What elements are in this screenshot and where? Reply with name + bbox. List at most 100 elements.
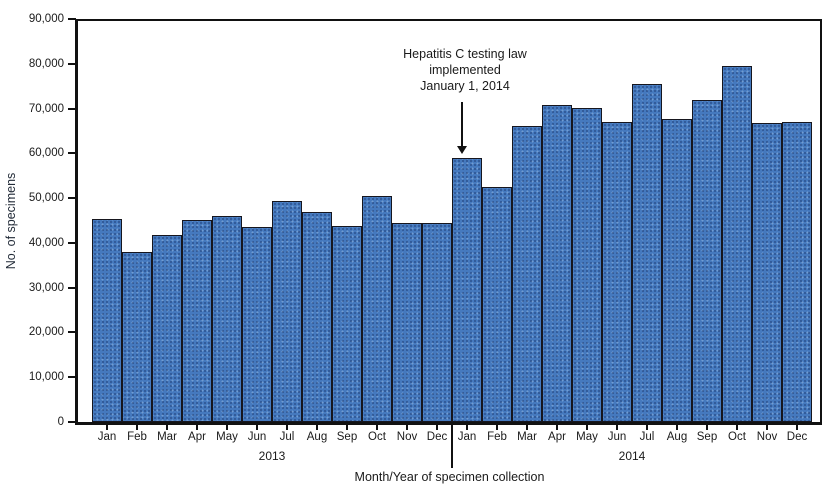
month-label: Feb [127, 431, 147, 443]
bar-jan-2013 [92, 219, 122, 422]
y-axis-tick-label: 30,000 [28, 281, 64, 294]
y-axis-tick-label: 80,000 [28, 57, 64, 70]
y-axis-tick-label: 20,000 [28, 326, 64, 339]
y-axis-tick-label: 40,000 [28, 236, 64, 249]
y-axis-tick-label: 60,000 [28, 147, 64, 160]
annotation-line-3: January 1, 2014 [420, 79, 510, 93]
bar-feb-2014 [482, 187, 512, 422]
year-divider-line [451, 425, 453, 468]
month-label: Oct [368, 431, 386, 443]
month-label: Aug [306, 431, 328, 443]
month-label: May [216, 431, 238, 443]
bar-apr-2014 [542, 104, 572, 422]
month-label: Sep [696, 431, 718, 443]
month-label: Jan [97, 431, 117, 443]
month-label: Jul [279, 431, 295, 443]
bar-nov-2013 [392, 223, 422, 422]
month-label: Nov [756, 431, 778, 443]
month-label: Sep [336, 431, 358, 443]
x-axis-tick [466, 425, 468, 430]
bar-feb-2013 [122, 252, 152, 422]
y-axis-tick [68, 421, 76, 423]
x-axis-tick [706, 425, 708, 430]
bar-dec-2013 [422, 222, 452, 422]
month-label: Jun [607, 431, 627, 443]
month-label: Dec [786, 431, 808, 443]
month-label: Jun [247, 431, 267, 443]
x-axis-tick [766, 425, 768, 430]
x-axis-tick [436, 425, 438, 430]
bar-aug-2013 [302, 212, 332, 422]
month-label: Dec [426, 431, 448, 443]
x-axis-tick [526, 425, 528, 430]
annotation-line-2: implemented [429, 63, 501, 77]
bar-nov-2014 [752, 123, 782, 422]
bar-apr-2013 [182, 219, 212, 422]
annotation-arrow-head-icon [457, 146, 467, 154]
annotation-arrow-shaft [461, 102, 463, 147]
x-axis-tick [796, 425, 798, 430]
x-axis-tick [286, 425, 288, 430]
y-axis-tick [68, 107, 76, 110]
x-axis-tick [226, 425, 228, 430]
y-axis-line [75, 19, 78, 425]
month-label: Apr [548, 431, 566, 443]
y-axis-tick [68, 286, 76, 289]
y-axis-tick-label: 0 [57, 416, 64, 428]
month-label: May [576, 431, 598, 443]
bar-jul-2014 [632, 83, 662, 422]
x-axis-tick [736, 425, 738, 430]
month-label: Mar [517, 431, 537, 443]
annotation: Hepatitis C testing law implemented Janu… [335, 46, 595, 94]
bar-oct-2014 [722, 66, 752, 422]
year-label-2013: 2013 [258, 449, 286, 463]
bar-mar-2013 [152, 234, 182, 422]
month-label: Mar [157, 431, 177, 443]
y-axis-title: No. of specimens [4, 172, 18, 270]
x-axis-tick [316, 425, 318, 430]
x-axis-tick [256, 425, 258, 430]
x-axis-tick [646, 425, 648, 430]
x-axis-tick [166, 425, 168, 430]
month-label: Jul [639, 431, 655, 443]
y-axis-tick [68, 18, 76, 20]
month-label: Nov [396, 431, 418, 443]
bar-jan-2014 [452, 157, 482, 422]
x-axis-tick [586, 425, 588, 430]
bar-sep-2013 [332, 225, 362, 422]
y-axis-tick [68, 152, 76, 155]
x-axis-tick [496, 425, 498, 430]
year-label-2014: 2014 [618, 449, 646, 463]
bar-jun-2014 [602, 121, 632, 422]
x-axis-tick [556, 425, 558, 430]
plot-frame-top [75, 19, 822, 21]
month-label: Jan [457, 431, 477, 443]
month-label: Oct [728, 431, 746, 443]
month-label: Apr [188, 431, 206, 443]
x-axis-tick [346, 425, 348, 430]
bar-oct-2013 [362, 196, 392, 422]
bar-dec-2014 [782, 121, 812, 422]
x-axis-line [75, 422, 822, 425]
x-axis-title: Month/Year of specimen collection [354, 470, 545, 484]
bar-may-2013 [212, 216, 242, 422]
bar-aug-2014 [662, 118, 692, 422]
x-axis-tick [616, 425, 618, 430]
annotation-line-1: Hepatitis C testing law [403, 47, 527, 61]
y-axis-tick-label: 70,000 [28, 102, 64, 115]
bar-sep-2014 [692, 100, 722, 422]
y-axis-tick-label: 90,000 [28, 13, 64, 25]
y-axis-tick-label: 10,000 [28, 371, 64, 384]
bar-jun-2013 [242, 226, 272, 422]
month-label: Feb [487, 431, 507, 443]
month-label: Aug [666, 431, 688, 443]
x-axis-tick [676, 425, 678, 430]
x-axis-tick [376, 425, 378, 430]
plot-frame-right [820, 19, 822, 425]
y-axis-tick [68, 331, 76, 334]
x-axis-tick [406, 425, 408, 430]
y-axis-tick [68, 197, 76, 200]
x-axis-tick [136, 425, 138, 430]
bar-may-2014 [572, 108, 602, 422]
